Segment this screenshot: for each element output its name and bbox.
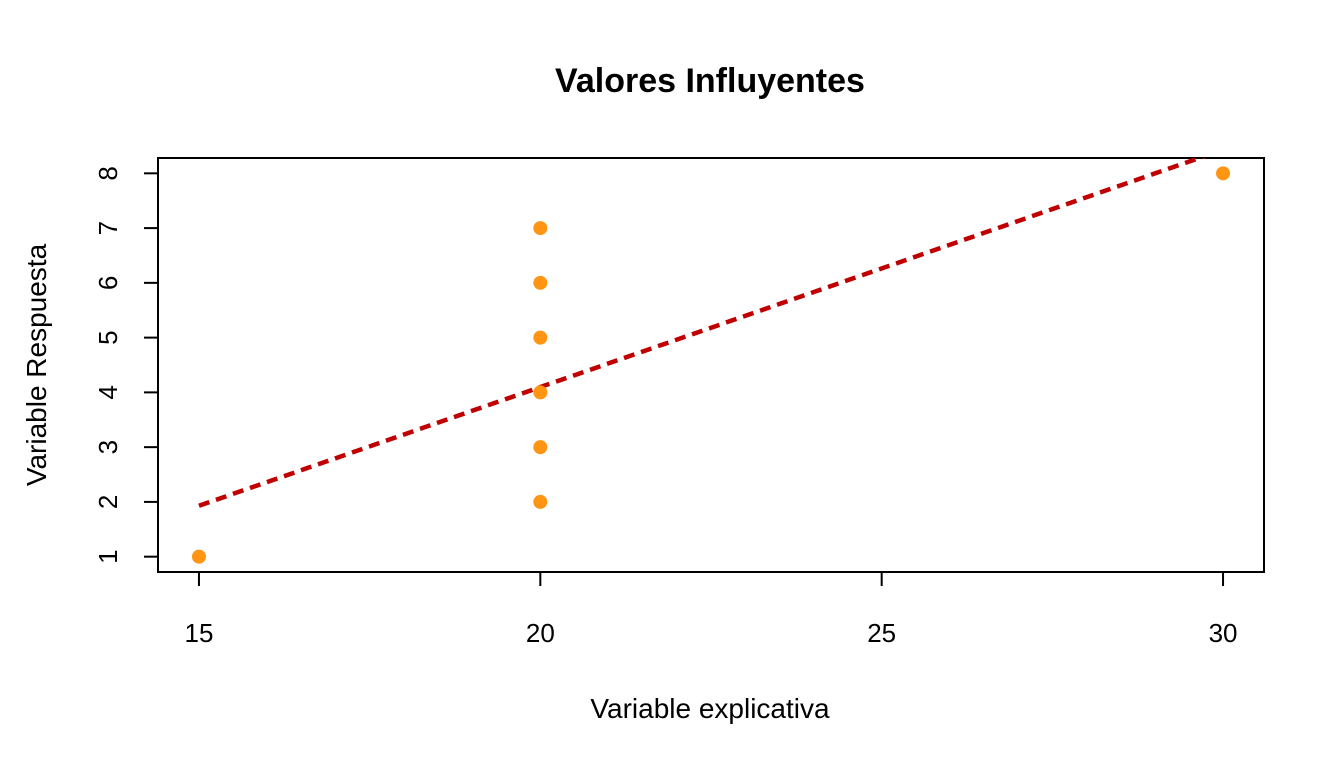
data-point: [533, 330, 548, 345]
y-tick-label: 4: [93, 385, 123, 399]
y-axis: 1 2 3 4 5 6 7 8: [93, 166, 159, 564]
y-tick-label: 5: [93, 330, 123, 344]
chart-title: Valores Influyentes: [555, 62, 865, 100]
data-point: [533, 440, 548, 455]
data-point: [533, 494, 548, 509]
y-tick-label: 1: [93, 549, 123, 563]
y-tick-label: 3: [93, 440, 123, 454]
data-point: [533, 275, 548, 290]
x-axis: 15 20 25 30: [185, 571, 1238, 648]
y-tick-label: 6: [93, 276, 123, 290]
y-axis-label: Variable Respuesta: [21, 243, 52, 486]
y-tick-label: 2: [93, 495, 123, 509]
data-point: [533, 385, 548, 400]
y-tick-label: 8: [93, 166, 123, 180]
data-point: [191, 549, 206, 564]
plot-frame: [157, 157, 1265, 573]
points-layer: [191, 166, 1231, 564]
x-tick-label: 20: [526, 618, 555, 648]
x-tick-label: 25: [867, 618, 896, 648]
plot-area: [198, 158, 1207, 508]
x-tick-label: 30: [1209, 618, 1238, 648]
x-tick-label: 15: [185, 618, 214, 648]
x-axis-label: Variable explicativa: [590, 693, 830, 724]
data-point: [533, 221, 548, 236]
y-tick-label: 7: [93, 221, 123, 235]
regression-line: [198, 158, 1207, 508]
data-point: [1216, 166, 1231, 181]
